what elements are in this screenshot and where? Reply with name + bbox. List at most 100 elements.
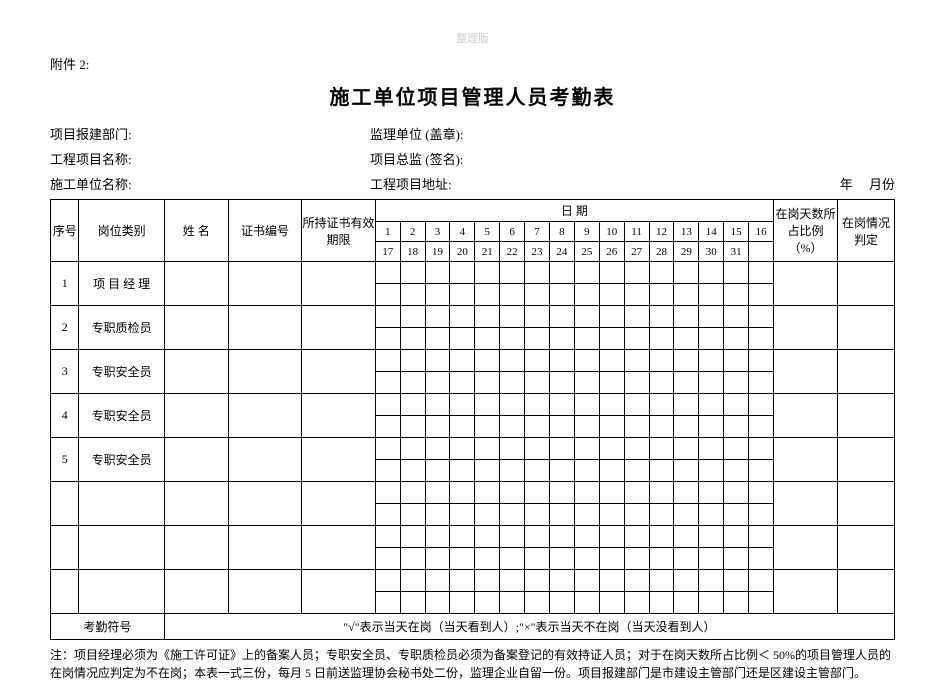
attendance-cell <box>724 570 749 592</box>
attendance-cell <box>425 592 450 614</box>
attendance-cell <box>549 526 574 548</box>
attendance-cell <box>724 504 749 526</box>
table-row <box>51 570 895 592</box>
legend-label: 考勤符号 <box>51 614 165 640</box>
attendance-cell <box>500 284 525 306</box>
attendance-cell <box>649 482 674 504</box>
attendance-cell <box>400 460 425 482</box>
day-cell: 5 <box>475 222 500 242</box>
cell-name <box>164 394 228 438</box>
day-cell <box>749 242 774 262</box>
table-body: 1项 目 经 理2专职质检员3专职安全员4专职安全员5专职安全员 <box>51 262 895 614</box>
cell-name <box>164 438 228 482</box>
cell-valid <box>302 350 375 394</box>
day-cell: 17 <box>375 242 400 262</box>
attendance-cell <box>599 306 624 328</box>
attendance-cell <box>525 350 550 372</box>
day-cell: 25 <box>574 242 599 262</box>
attendance-cell <box>500 438 525 460</box>
attendance-cell <box>599 504 624 526</box>
attendance-cell <box>425 328 450 350</box>
attendance-cell <box>649 262 674 284</box>
cell-cert <box>228 262 301 306</box>
day-cell: 7 <box>525 222 550 242</box>
attendance-cell <box>574 570 599 592</box>
cell-cert <box>228 306 301 350</box>
cell-ratio <box>774 438 838 482</box>
footnote-text: 注：项目经理必须为《施工许可证》上的备案人员；专职安全员、专职质检员必须为备案登… <box>50 646 895 682</box>
attendance-cell <box>500 394 525 416</box>
attendance-cell <box>749 306 774 328</box>
attendance-cell <box>599 482 624 504</box>
attendance-cell <box>574 504 599 526</box>
attendance-cell <box>450 592 475 614</box>
attendance-cell <box>749 504 774 526</box>
cell-judge <box>838 350 895 394</box>
cell-cert <box>228 350 301 394</box>
attendance-cell <box>500 482 525 504</box>
field-director-sign: 项目总监 (签名): <box>370 149 895 168</box>
attendance-cell <box>475 372 500 394</box>
attendance-cell <box>649 504 674 526</box>
day-cell: 1 <box>375 222 400 242</box>
attendance-cell <box>724 416 749 438</box>
cell-cert <box>228 482 301 526</box>
attendance-cell <box>599 460 624 482</box>
cell-ratio <box>774 262 838 306</box>
cell-seq: 1 <box>51 262 79 306</box>
attendance-cell <box>475 570 500 592</box>
attendance-cell <box>475 328 500 350</box>
day-cell: 2 <box>400 222 425 242</box>
attendance-cell <box>375 548 400 570</box>
cell-name <box>164 570 228 614</box>
attendance-cell <box>574 482 599 504</box>
attendance-cell <box>674 372 699 394</box>
attendance-cell <box>649 592 674 614</box>
attendance-cell <box>649 438 674 460</box>
attendance-cell <box>400 416 425 438</box>
attendance-cell <box>699 416 724 438</box>
attendance-cell <box>649 548 674 570</box>
attendance-cell <box>450 284 475 306</box>
attendance-cell <box>699 460 724 482</box>
cell-role: 专职安全员 <box>79 438 164 482</box>
cell-seq <box>51 482 79 526</box>
cell-judge <box>838 482 895 526</box>
attendance-cell <box>574 262 599 284</box>
attendance-cell <box>400 306 425 328</box>
cell-seq <box>51 570 79 614</box>
legend-text: "√"表示当天在岗（当天看到人）;"×"表示当天不在岗（当天没看到人） <box>164 614 894 640</box>
attendance-cell <box>525 592 550 614</box>
cell-seq: 3 <box>51 350 79 394</box>
attendance-cell <box>724 372 749 394</box>
cell-ratio <box>774 394 838 438</box>
attendance-cell <box>599 526 624 548</box>
attendance-cell <box>375 460 400 482</box>
cell-valid <box>302 438 375 482</box>
cell-seq <box>51 526 79 570</box>
attendance-cell <box>375 592 400 614</box>
attendance-cell <box>400 284 425 306</box>
attendance-cell <box>525 328 550 350</box>
cell-role: 专职安全员 <box>79 394 164 438</box>
attendance-cell <box>699 350 724 372</box>
day-cell: 12 <box>649 222 674 242</box>
attendance-cell <box>574 460 599 482</box>
attendance-cell <box>574 592 599 614</box>
cell-ratio <box>774 350 838 394</box>
day-cell: 20 <box>450 242 475 262</box>
attendance-cell <box>450 548 475 570</box>
attendance-cell <box>475 306 500 328</box>
attendance-cell <box>500 306 525 328</box>
cell-judge <box>838 394 895 438</box>
attendance-cell <box>450 394 475 416</box>
day-cell: 19 <box>425 242 450 262</box>
day-cell: 11 <box>624 222 649 242</box>
attendance-cell <box>425 416 450 438</box>
attendance-cell <box>425 306 450 328</box>
attendance-cell <box>475 592 500 614</box>
attendance-cell <box>724 482 749 504</box>
attendance-cell <box>549 460 574 482</box>
attendance-cell <box>574 306 599 328</box>
attendance-cell <box>749 350 774 372</box>
